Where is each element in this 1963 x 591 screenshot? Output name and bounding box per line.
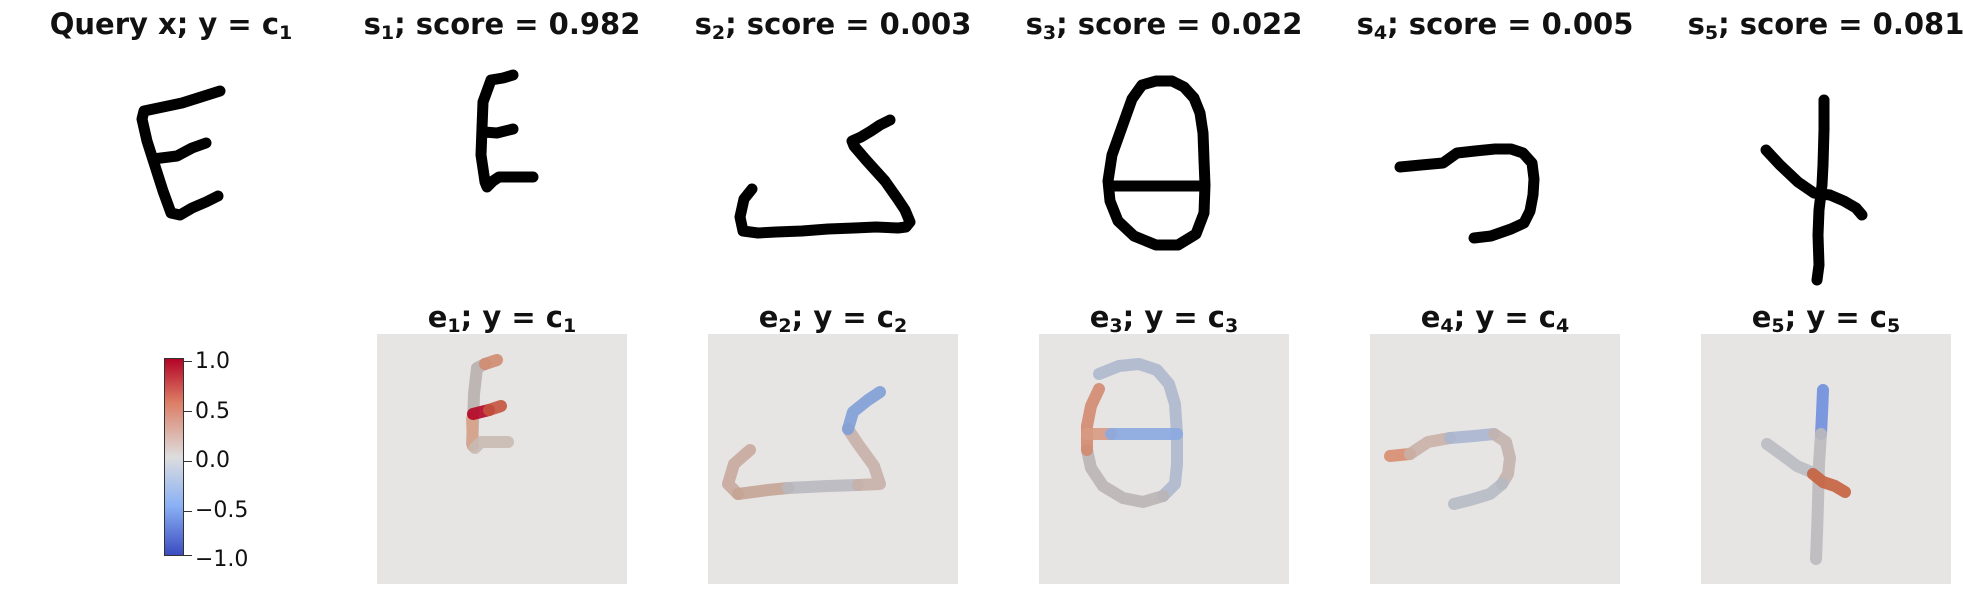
colorbar-tick-label: 0.0 [195,448,230,473]
explanation-2-title: e2; y = c2 [758,300,908,337]
explanation-1-title: e1; y = c1 [427,300,577,337]
sample-1-title: s1; score = 0.982 [363,7,641,44]
sample-5-glyph-image [1760,94,1868,286]
explanation-5-heatmap [1701,334,1951,584]
colorbar-tick-mark [184,361,192,362]
sample-3-glyph-image [1102,75,1211,251]
colorbar-tick-mark [184,461,192,462]
explanation-4-title: e4; y = c4 [1420,300,1570,337]
explanation-4-heatmap [1370,334,1620,584]
explanation-1-heatmap [377,334,627,584]
colorbar-tick-label: −0.5 [195,498,249,523]
colorbar-tick-mark [184,511,192,512]
explanation-3-heatmap [1039,334,1289,584]
colorbar-tick-label: 1.0 [195,349,230,374]
explanation-5-title: e5; y = c5 [1751,300,1901,337]
sample-3-title: s3; score = 0.022 [1025,7,1303,44]
explanation-2-heatmap [708,334,958,584]
sample-1-glyph-image [475,69,539,193]
colorbar-tick-label: 0.5 [195,399,230,424]
sample-4-glyph-image [1394,143,1540,244]
colorbar-tick-mark [184,555,192,556]
query-glyph-image [136,85,226,221]
colorbar-tick-mark [184,411,192,412]
colorbar-tick-label: −1.0 [195,547,249,572]
query-title: Query x; y = c1 [49,7,293,44]
sample-2-title: s2; score = 0.003 [694,7,972,44]
colorbar [164,358,184,556]
sample-2-glyph-image [734,114,916,239]
sample-4-title: s4; score = 0.005 [1356,7,1634,44]
explanation-3-title: e3; y = c3 [1089,300,1239,337]
sample-5-title: s5; score = 0.081 [1687,7,1963,44]
